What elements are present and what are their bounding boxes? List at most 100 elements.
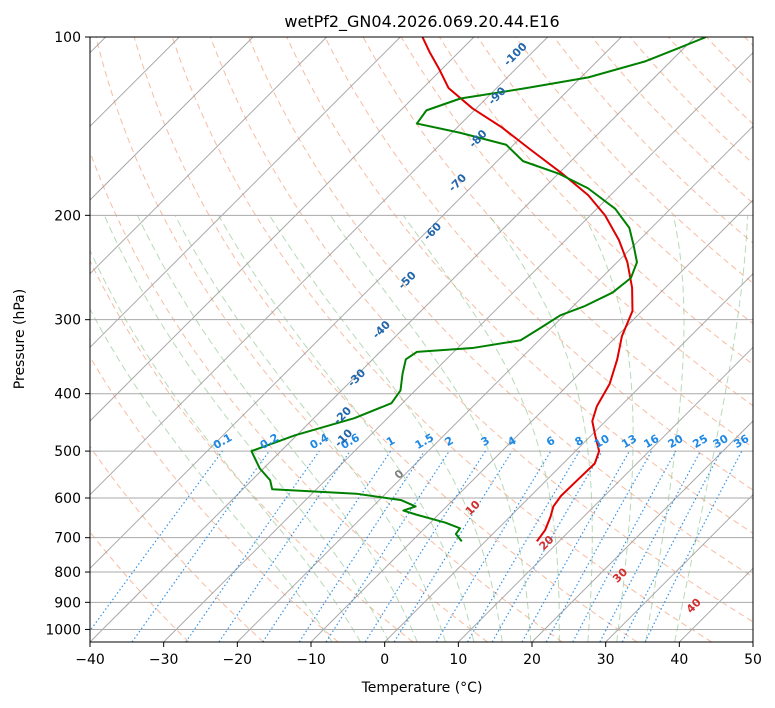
y-tick-label: 500 xyxy=(54,444,81,460)
isotherm-label: 20 xyxy=(537,533,557,553)
y-tick-label: 200 xyxy=(54,208,81,224)
mixing-ratio-line xyxy=(90,450,223,632)
x-tick-label: −20 xyxy=(223,652,253,668)
x-tick-label: 50 xyxy=(744,652,762,668)
frost-point-label: -70 xyxy=(446,171,469,194)
y-tick-label: 400 xyxy=(54,387,81,403)
isotherm xyxy=(90,37,254,201)
isotherm xyxy=(457,346,753,642)
dry-adiabat xyxy=(400,37,753,407)
frost-point-label: -60 xyxy=(421,220,444,243)
isotherm-label: 40 xyxy=(684,596,704,616)
isotherm xyxy=(90,37,549,496)
y-tick-label: 300 xyxy=(54,313,81,329)
mixing-ratio-line xyxy=(218,450,351,642)
isotherm-label: 30 xyxy=(610,565,630,585)
dry-adiabat xyxy=(553,37,753,244)
mixing-ratio-label: 1 xyxy=(384,434,397,449)
dry-adiabat xyxy=(668,37,753,125)
isotherm xyxy=(605,493,753,642)
dry-adiabat xyxy=(324,37,753,491)
dry-adiabat xyxy=(439,37,753,366)
mixing-ratio-label: 2 xyxy=(443,434,456,449)
dry-adiabat xyxy=(133,37,638,642)
isotherm xyxy=(90,37,696,642)
dry-adiabat xyxy=(629,37,753,165)
x-tick-label: 10 xyxy=(449,652,467,668)
y-tick-label: 100 xyxy=(54,30,81,46)
mixing-ratio-line xyxy=(325,450,450,642)
frost-point-label: -30 xyxy=(345,366,368,389)
moist-adiabat xyxy=(402,215,560,642)
dry-adiabat xyxy=(362,37,753,449)
mixing-ratio-line xyxy=(185,450,320,642)
moist-adiabat xyxy=(103,215,390,642)
mixing-ratio-label: 6 xyxy=(544,434,557,449)
y-tick-label: 900 xyxy=(54,595,81,611)
mixing-ratio-line xyxy=(545,450,653,642)
dry-adiabat xyxy=(90,531,190,642)
mixing-ratio-line xyxy=(572,450,677,642)
dry-adiabat xyxy=(90,445,264,642)
isotherm xyxy=(236,125,753,642)
x-axis-title: Temperature (°C) xyxy=(361,680,483,696)
series-layer xyxy=(250,37,707,542)
isotherm xyxy=(90,37,475,422)
mixing-ratio-label: 30 xyxy=(711,432,731,451)
frost-point-label: -40 xyxy=(370,318,393,341)
moist-adiabat xyxy=(488,215,593,642)
mixing-ratio-label: 20 xyxy=(666,432,686,451)
x-tick-label: −40 xyxy=(75,652,105,668)
dry-adiabat xyxy=(744,37,753,47)
mixing-ratio-line xyxy=(466,450,580,642)
mixing-ratio-line xyxy=(262,450,392,642)
moist-adiabat xyxy=(218,215,475,642)
dry-adiabat xyxy=(90,259,414,642)
isotherm xyxy=(752,641,753,642)
dry-adiabat xyxy=(248,37,753,578)
moist-adiabat xyxy=(174,215,447,642)
mixing-ratio-label: 8 xyxy=(573,434,586,449)
x-tick-label: −10 xyxy=(296,652,326,668)
x-tick-label: 20 xyxy=(523,652,541,668)
mixing-ratio-line xyxy=(644,450,743,642)
moist-adiabat xyxy=(136,215,418,642)
isotherm xyxy=(163,51,753,642)
moist-adiabat xyxy=(329,215,532,642)
mixing-ratio-line xyxy=(364,450,486,642)
isotherm xyxy=(531,420,753,642)
mixing-ratio-label: 36 xyxy=(732,432,752,451)
frost-point-label: -50 xyxy=(396,268,419,291)
mixing-ratio-label: 1.5 xyxy=(413,431,436,452)
dry-adiabat xyxy=(90,356,339,642)
isotherm xyxy=(90,37,328,275)
chart-title: wetPf2_GN04.2026.069.20.44.E16 xyxy=(284,12,559,32)
mixing-ratio-line xyxy=(298,450,425,642)
moist-adiabat xyxy=(674,215,749,642)
dry-adiabat xyxy=(515,37,753,284)
dry-adiabat xyxy=(591,37,753,204)
x-tick-label: −30 xyxy=(149,652,179,668)
moist-adiabat xyxy=(583,215,634,642)
y-tick-label: 1000 xyxy=(45,622,81,638)
y-ticks: 100 200 300 400 500 600 700 800 900 1000 xyxy=(45,30,90,638)
mixing-ratio-label: 13 xyxy=(619,432,639,451)
isotherm xyxy=(310,199,753,642)
dewpoint-profile xyxy=(250,37,707,542)
isotherm xyxy=(90,37,401,349)
mixing-ratio-label: 16 xyxy=(641,432,661,451)
y-axis-title: Pressure (hPa) xyxy=(12,289,28,389)
x-ticks: −40 −30 −20 −10 0 10 20 30 40 50 xyxy=(75,642,762,668)
x-tick-label: 30 xyxy=(597,652,615,668)
mixing-ratio-line xyxy=(393,450,513,642)
dry-adiabat xyxy=(706,37,753,86)
dry-adiabat xyxy=(210,37,753,623)
mixing-ratio-label: 3 xyxy=(479,434,492,449)
y-tick-label: 800 xyxy=(54,565,81,581)
temperature-profile xyxy=(421,37,634,542)
x-tick-label: 0 xyxy=(380,652,389,668)
moist-adiabat xyxy=(90,308,333,642)
mixing-ratio-label: 0.2 xyxy=(258,431,281,452)
mixing-ratio-line xyxy=(131,450,270,642)
